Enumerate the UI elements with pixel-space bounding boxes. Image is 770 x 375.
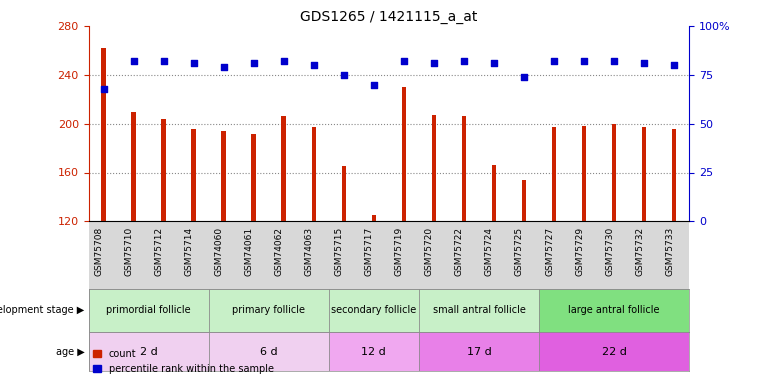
Point: [668, 62, 681, 68]
Bar: [102, 48, 105, 221]
Bar: [89, 332, 209, 371]
Text: GSM75715: GSM75715: [335, 226, 343, 276]
Text: GSM75733: GSM75733: [665, 226, 675, 276]
Point: [397, 58, 410, 64]
Bar: [539, 332, 689, 371]
Bar: [162, 119, 166, 221]
Point: [457, 58, 470, 64]
Bar: [552, 128, 556, 221]
Point: [638, 60, 650, 66]
Bar: [419, 289, 539, 332]
Point: [277, 58, 290, 64]
Bar: [582, 126, 586, 221]
Text: GSM74063: GSM74063: [305, 226, 314, 276]
Bar: [329, 332, 419, 371]
Bar: [492, 165, 496, 221]
Point: [248, 60, 260, 66]
Bar: [372, 215, 376, 221]
Bar: [209, 289, 329, 332]
Bar: [672, 129, 676, 221]
Point: [307, 62, 320, 68]
Text: GSM75729: GSM75729: [575, 226, 584, 276]
Text: GSM74061: GSM74061: [245, 226, 254, 276]
Point: [517, 74, 530, 80]
Text: small antral follicle: small antral follicle: [433, 305, 525, 315]
Bar: [252, 134, 256, 221]
Point: [188, 60, 200, 66]
Text: GSM75708: GSM75708: [95, 226, 103, 276]
Text: GSM75719: GSM75719: [395, 226, 403, 276]
Bar: [342, 166, 346, 221]
Bar: [402, 87, 406, 221]
Text: primary follicle: primary follicle: [233, 305, 305, 315]
Bar: [132, 112, 136, 221]
Legend: count, percentile rank within the sample: count, percentile rank within the sample: [93, 349, 274, 374]
Point: [608, 58, 621, 64]
Text: GSM75730: GSM75730: [605, 226, 614, 276]
Point: [578, 58, 591, 64]
Bar: [539, 289, 689, 332]
Bar: [522, 180, 526, 221]
Text: GSM75714: GSM75714: [185, 226, 194, 276]
Bar: [329, 289, 419, 332]
Text: GSM74060: GSM74060: [215, 226, 223, 276]
Text: GSM75725: GSM75725: [515, 226, 524, 276]
Text: GSM75717: GSM75717: [365, 226, 374, 276]
Point: [127, 58, 140, 64]
Bar: [432, 115, 436, 221]
Text: primordial follicle: primordial follicle: [106, 305, 191, 315]
Bar: [192, 129, 196, 221]
Text: GSM75732: GSM75732: [635, 226, 644, 276]
Point: [217, 64, 229, 70]
Text: 6 d: 6 d: [260, 346, 277, 357]
Point: [97, 86, 110, 92]
Bar: [462, 116, 466, 221]
Bar: [612, 124, 616, 221]
Text: age ▶: age ▶: [56, 346, 85, 357]
Text: 17 d: 17 d: [467, 346, 491, 357]
Bar: [209, 332, 329, 371]
Text: GSM75712: GSM75712: [155, 226, 163, 276]
Text: GSM75720: GSM75720: [425, 226, 434, 276]
Text: GSM75724: GSM75724: [485, 226, 494, 276]
Bar: [89, 289, 209, 332]
Text: GSM75722: GSM75722: [455, 226, 464, 276]
Bar: [642, 128, 646, 221]
Text: 12 d: 12 d: [361, 346, 387, 357]
Point: [488, 60, 500, 66]
Text: secondary follicle: secondary follicle: [331, 305, 417, 315]
Text: 2 d: 2 d: [139, 346, 158, 357]
Text: GSM75727: GSM75727: [545, 226, 554, 276]
Text: 22 d: 22 d: [601, 346, 627, 357]
Point: [548, 58, 561, 64]
Text: large antral follicle: large antral follicle: [568, 305, 660, 315]
Text: GSM74062: GSM74062: [275, 226, 283, 276]
Point: [157, 58, 169, 64]
Point: [337, 72, 350, 78]
Bar: [419, 332, 539, 371]
Bar: [222, 131, 226, 221]
Point: [428, 60, 440, 66]
Title: GDS1265 / 1421115_a_at: GDS1265 / 1421115_a_at: [300, 10, 477, 24]
Bar: [312, 128, 316, 221]
Bar: [282, 116, 286, 221]
Text: GSM75710: GSM75710: [125, 226, 134, 276]
Text: development stage ▶: development stage ▶: [0, 305, 85, 315]
Point: [368, 82, 380, 88]
